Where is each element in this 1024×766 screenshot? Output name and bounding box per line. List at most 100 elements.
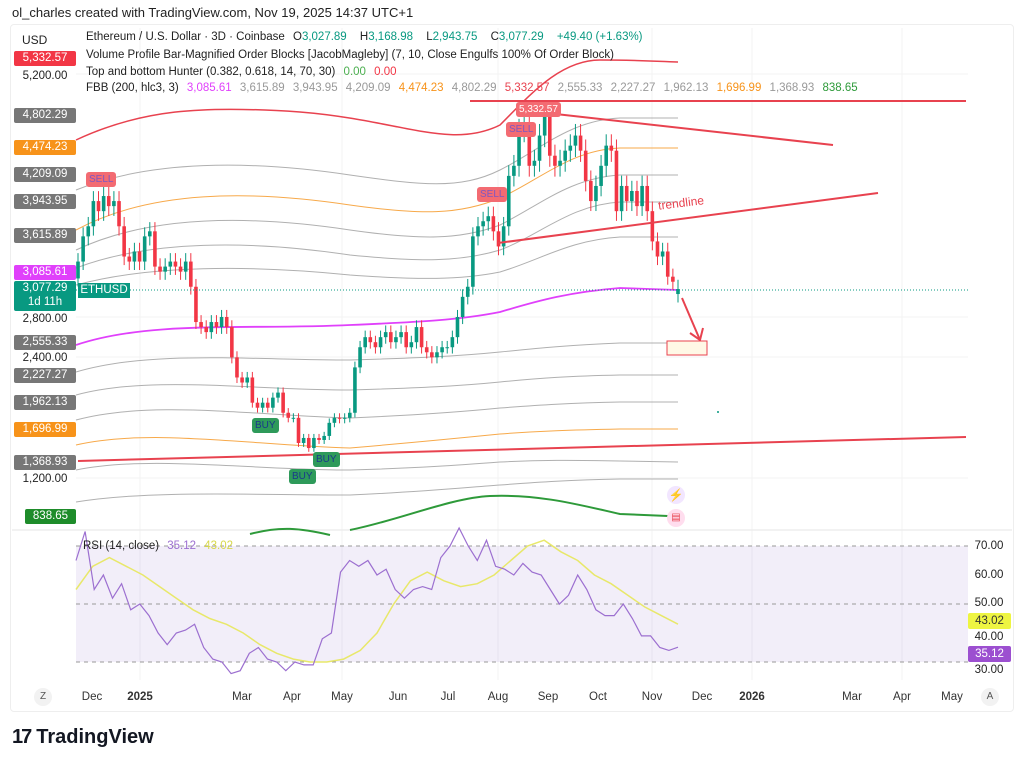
candle-body <box>122 226 126 257</box>
candle-body <box>194 286 198 323</box>
candle-body <box>594 185 598 202</box>
rsi-tick: 60.00 <box>974 569 1004 581</box>
indicator-vp[interactable]: Volume Profile Bar-Magnified Order Block… <box>86 49 614 61</box>
indicator-tbh[interactable]: Top and bottom Hunter (0.382, 0.618, 14,… <box>86 66 402 78</box>
candle-body <box>589 180 593 202</box>
rsi-tag: 35.12 <box>968 646 1011 662</box>
tag-band-bottom: 838.65 <box>25 509 76 524</box>
arrow-head <box>689 327 704 342</box>
symbol-title: Ethereum / U.S. Dollar · 3D · Coinbase <box>86 31 285 43</box>
tbh-value-2: 0.00 <box>374 66 397 78</box>
sell-signal: SELL <box>506 122 537 137</box>
candle-body <box>378 337 383 348</box>
fbb-bands <box>75 59 679 536</box>
trendline[interactable] <box>497 192 879 244</box>
tag-band: 4,474.23 <box>14 140 76 155</box>
candle-body <box>455 317 460 338</box>
fbb-value: 3,085.61 <box>186 82 232 94</box>
zoom-reset-button[interactable]: Z <box>34 688 52 706</box>
us-flag-event-icon[interactable]: ▤ <box>667 509 685 527</box>
candle-body <box>368 337 373 343</box>
candle-body <box>583 150 588 181</box>
candle-body <box>158 266 162 272</box>
symbol-legend[interactable]: Ethereum / U.S. Dollar · 3D · Coinbase O… <box>86 31 648 43</box>
brand-name: TradingView <box>36 726 154 748</box>
time-label: 2025 <box>127 691 153 703</box>
candle-body <box>481 221 485 227</box>
indicator-fbb[interactable]: FBB (200, hlc3, 3) 3,085.61 3,615.89 3,9… <box>86 82 863 94</box>
candle-body <box>573 135 578 146</box>
time-label: May <box>941 691 963 703</box>
candle-body <box>342 417 347 419</box>
candle-body <box>204 327 209 333</box>
candle-body <box>450 337 455 348</box>
candle-body <box>209 322 214 333</box>
tick-2800: 2,800.00 <box>22 313 68 325</box>
candle-body <box>578 135 583 151</box>
tag-band: 1,696.99 <box>14 422 76 437</box>
candle-body <box>665 251 670 277</box>
arrow-line[interactable] <box>681 297 701 341</box>
candle-body <box>332 417 337 423</box>
candle-body <box>424 347 429 353</box>
candle-body <box>363 337 367 348</box>
candles <box>76 103 680 452</box>
band-lower-1696 <box>75 428 678 449</box>
candle-body <box>296 417 301 443</box>
candle-body <box>96 201 101 212</box>
candle-body <box>306 437 311 449</box>
tag-band: 3,615.89 <box>14 228 76 243</box>
candle-body <box>676 289 680 295</box>
candle-body <box>640 185 644 207</box>
candle-body <box>137 251 142 262</box>
drawings <box>77 100 967 462</box>
support-line[interactable] <box>77 436 967 462</box>
candle-body <box>168 261 173 267</box>
rsi-tick: 30.00 <box>974 664 1004 676</box>
candle-body <box>419 327 424 348</box>
candle-body <box>132 251 137 262</box>
dot-marker <box>717 411 719 413</box>
candle-body <box>496 231 501 247</box>
fbb-value: 1,696.99 <box>716 82 762 94</box>
fbb-value: 2,227.27 <box>610 82 656 94</box>
candle-body <box>101 196 106 212</box>
candle-body <box>235 357 239 378</box>
fbb-value: 838.65 <box>822 82 858 94</box>
symbol-tag: ETHUSD <box>78 283 130 298</box>
lightning-event-icon[interactable]: ⚡ <box>667 486 685 504</box>
fbb-name: FBB (200, hlc3, 3) <box>86 82 179 94</box>
time-label: Nov <box>641 691 663 703</box>
descending-line[interactable] <box>519 109 834 146</box>
band-lower-1962 <box>75 401 678 421</box>
candle-body <box>465 286 470 297</box>
candle-body <box>117 201 121 227</box>
fbb-value: 1,962.13 <box>663 82 709 94</box>
candle-body <box>624 185 629 202</box>
buy-signal: BUY <box>289 469 316 484</box>
candle-body <box>373 342 378 348</box>
candle-body <box>214 322 219 328</box>
time-label: Jun <box>388 691 408 703</box>
rsi-legend[interactable]: RSI (14, close) 35.12 43.02 <box>83 540 238 552</box>
bar-countdown: 1d 11h <box>27 296 63 308</box>
candle-body <box>563 150 567 161</box>
candle-body <box>337 417 342 419</box>
rsi-tick: 40.00 <box>974 631 1004 643</box>
candle-body <box>645 185 650 212</box>
ohlc-close: C3,077.29 <box>490 31 544 43</box>
buy-signal: BUY <box>252 418 279 433</box>
candle-body <box>281 392 285 413</box>
candle-body <box>671 276 675 282</box>
target-box[interactable] <box>666 340 708 356</box>
auto-scale-button[interactable]: A <box>981 688 999 706</box>
candle-body <box>491 216 496 232</box>
fbb-value: 2,555.33 <box>557 82 603 94</box>
candle-body <box>153 231 157 267</box>
tag-band: 4,209.09 <box>14 167 76 182</box>
candle-body <box>317 437 321 440</box>
candle-body <box>568 145 573 151</box>
last-price: 3,077.29 <box>22 282 68 294</box>
candle-body <box>619 185 624 212</box>
